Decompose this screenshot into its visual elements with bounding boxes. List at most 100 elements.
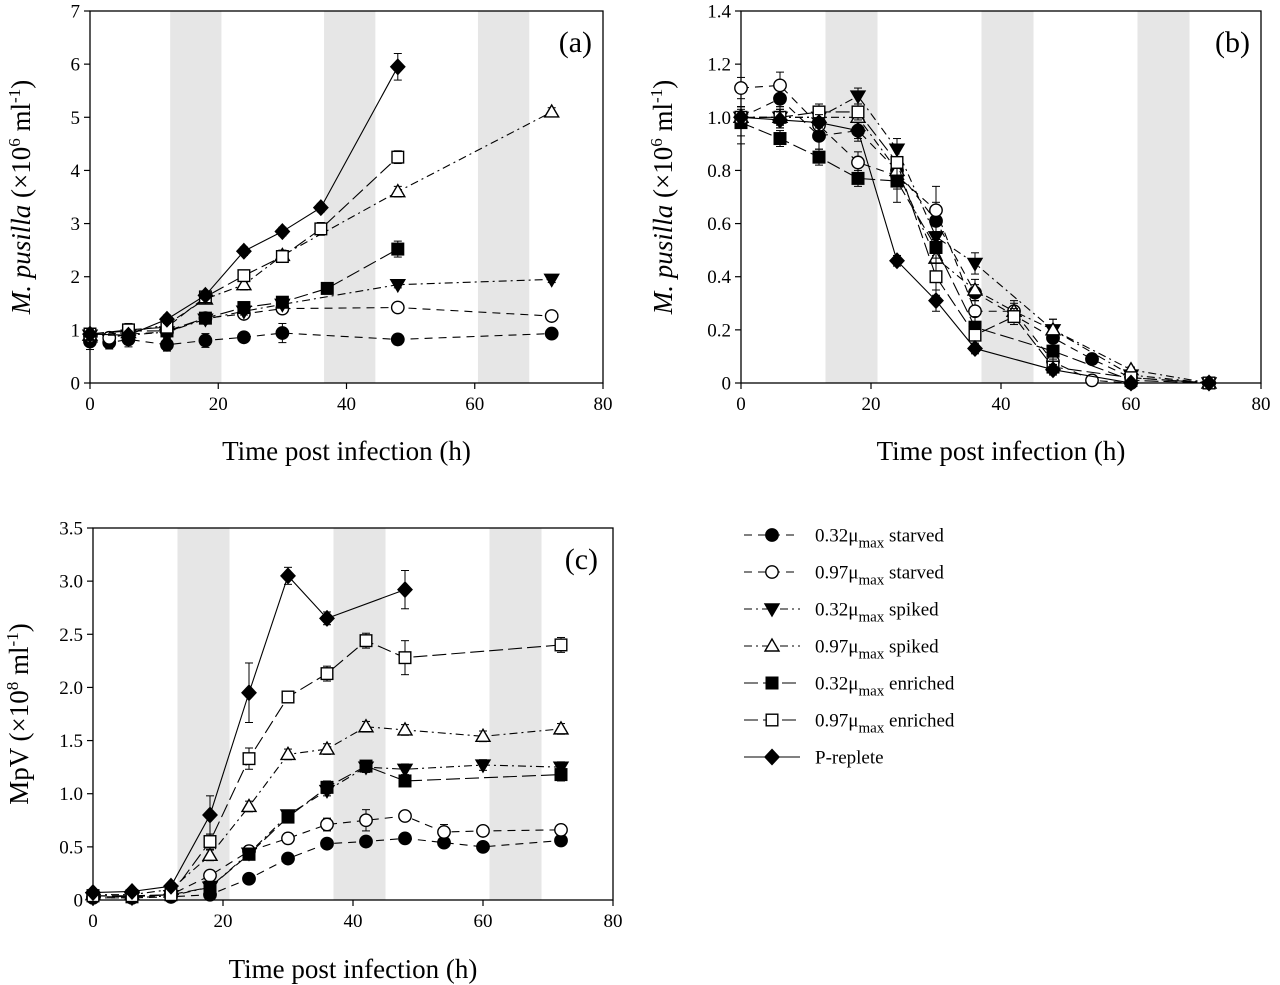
data-point — [318, 740, 336, 755]
y-tick-label: 0.8 — [707, 161, 731, 182]
data-point — [849, 90, 867, 105]
y-axis-title: M. pusilla (×106 ml-1) — [647, 80, 678, 315]
legend-label: 0.32μmax spiked — [815, 600, 939, 626]
data-point — [1085, 352, 1099, 366]
data-point — [890, 155, 904, 169]
data-point — [812, 150, 826, 164]
data-point — [543, 273, 560, 288]
data-point — [851, 105, 865, 119]
data-point — [390, 332, 405, 347]
data-point — [235, 276, 253, 291]
y-tick-label: 1.0 — [59, 784, 83, 805]
series-p-replete — [85, 566, 413, 902]
x-tick-label: 0 — [88, 911, 98, 932]
legend-label: 0.97μmax starved — [815, 563, 944, 589]
series-line — [89, 66, 399, 336]
series-line — [741, 111, 1210, 384]
series-line — [93, 640, 562, 897]
data-point — [279, 745, 297, 761]
data-point — [1045, 361, 1061, 379]
y-tick-label: 5 — [71, 108, 81, 129]
legend-label: 0.32μmax enriched — [815, 674, 955, 700]
y-tick-label: 3.0 — [59, 572, 83, 593]
dark-period-band — [825, 11, 878, 383]
data-point — [158, 310, 175, 328]
y-tick-label: 1.4 — [707, 2, 731, 23]
data-point — [120, 326, 137, 344]
data-point — [314, 222, 328, 236]
x-tick-label: 80 — [594, 394, 613, 415]
x-tick-label: 40 — [344, 911, 363, 932]
y-tick-label: 1 — [71, 320, 81, 341]
data-point — [242, 847, 256, 861]
data-point — [811, 114, 827, 132]
x-tick-label: 20 — [862, 394, 881, 415]
legend-marker — [763, 637, 781, 652]
legend-item-s097-starved: 0.97μmax starved — [744, 563, 944, 589]
legend-item-s032-spiked: 0.32μmax spiked — [744, 600, 939, 626]
data-point — [357, 718, 375, 733]
y-tick-label: 7 — [71, 2, 81, 23]
data-point — [544, 326, 559, 341]
data-point — [967, 339, 983, 357]
data-point — [320, 780, 334, 794]
data-point — [398, 831, 412, 846]
data-point — [773, 78, 787, 93]
data-point — [773, 132, 787, 146]
data-point — [929, 270, 943, 284]
legend-marker — [765, 713, 779, 727]
data-point — [476, 824, 490, 838]
y-tick-label: 4 — [71, 161, 81, 182]
data-point — [241, 684, 257, 702]
series-line — [740, 116, 1209, 384]
data-point — [476, 839, 490, 854]
data-point — [237, 301, 251, 315]
series-p-replete — [82, 53, 406, 344]
data-point — [85, 884, 101, 902]
y-tick-label: 0.2 — [707, 320, 731, 341]
legend-item-s032-starved: 0.32μmax starved — [744, 526, 944, 552]
data-point — [281, 690, 295, 704]
data-point — [280, 567, 296, 585]
data-point — [968, 328, 982, 342]
data-point — [275, 250, 289, 264]
series-line — [740, 122, 1210, 384]
data-point — [236, 330, 251, 345]
y-tick-label: 0.6 — [707, 214, 731, 235]
data-point — [1201, 374, 1217, 392]
y-tick-label: 1.0 — [707, 108, 731, 129]
x-axis-title: Time post infection (h) — [222, 436, 471, 466]
data-point — [389, 183, 407, 198]
data-point — [929, 240, 943, 254]
legend-label: 0.97μmax spiked — [815, 637, 939, 663]
data-point — [554, 822, 568, 837]
data-point — [275, 326, 290, 340]
series-line — [90, 278, 552, 336]
data-point — [398, 774, 412, 788]
data-point — [320, 667, 334, 681]
data-point — [281, 831, 295, 846]
data-point — [198, 333, 213, 348]
data-point — [851, 155, 865, 170]
y-tick-label: 0 — [71, 374, 81, 395]
legend-marker — [765, 528, 779, 542]
data-point — [1123, 374, 1139, 392]
data-point — [474, 759, 492, 774]
data-point — [390, 300, 405, 315]
data-point — [82, 325, 98, 343]
data-point — [966, 257, 984, 272]
legend-label: 0.97μmax enriched — [815, 711, 955, 737]
data-point — [320, 281, 334, 295]
data-point — [201, 846, 219, 862]
x-tick-label: 60 — [474, 911, 493, 932]
data-point — [1046, 344, 1060, 358]
legend-item-p-replete: P-replete — [744, 748, 884, 769]
data-point — [851, 171, 865, 185]
data-point — [397, 581, 413, 599]
data-point — [391, 150, 405, 164]
x-axis-title: Time post infection (h) — [229, 954, 478, 984]
data-point — [274, 223, 291, 241]
legend-marker — [765, 565, 779, 579]
data-point — [850, 122, 866, 140]
